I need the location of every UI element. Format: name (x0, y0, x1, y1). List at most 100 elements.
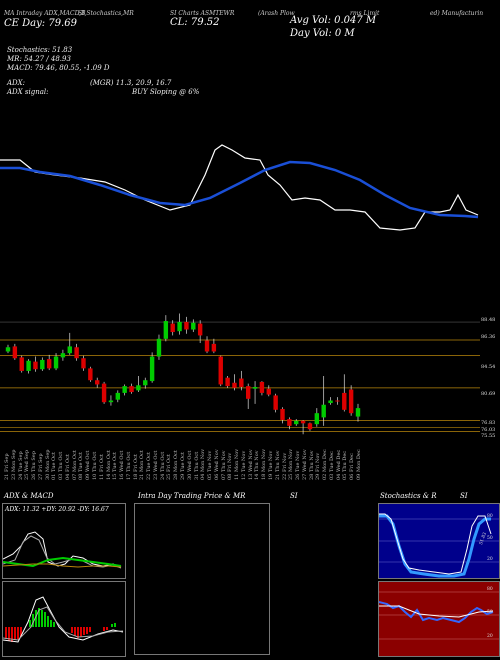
date-label: 22 Fri Nov (281, 452, 288, 480)
candle-body (252, 386, 258, 389)
date-label: 29 Fri Nov (315, 452, 322, 480)
date-label: 28 Mon Oct (173, 450, 180, 480)
date-label: 04 Fri Oct (64, 454, 71, 480)
candle-body (197, 323, 203, 336)
candle-body (156, 338, 162, 357)
date-label: 23 Wed Oct (152, 450, 159, 480)
date-label: 21 Thu Nov (274, 450, 281, 480)
stochastics-value: Stochastics: 51.83 (7, 46, 73, 54)
header-label-4: (Arash Plow (258, 10, 295, 17)
ma-line (0, 160, 479, 219)
date-label: 17 Thu Oct (125, 451, 132, 480)
candle-body (314, 413, 320, 425)
candle-body (149, 356, 155, 382)
price-line (0, 144, 479, 231)
candle-body (259, 381, 265, 393)
header-label-5: rms Limit (350, 10, 380, 17)
date-label: 12 Tue Nov (240, 450, 247, 480)
date-label: 15 Tue Oct (112, 452, 119, 480)
candlestick-chart (0, 313, 480, 435)
date-label: 23 Mon Sep (10, 449, 17, 480)
candle-body (355, 408, 361, 417)
date-label: 31 Thu Oct (193, 451, 200, 480)
level-label-3: 84.54 (481, 364, 496, 370)
candle-body (266, 388, 271, 395)
candle-body (218, 356, 223, 385)
stoch-level-50: 50 (487, 536, 493, 541)
candle-body (204, 340, 210, 352)
rsi-panel: 80 50 20 (378, 581, 500, 657)
candle-body (307, 423, 313, 430)
candle-body (184, 321, 189, 330)
close-day-label: CE Day: 79.69 (4, 18, 77, 29)
date-label: 26 Tue Nov (295, 450, 302, 480)
date-label: 28 Thu Nov (308, 450, 315, 480)
date-label: 25 Mon Nov (288, 448, 295, 480)
rsi-level-80: 80 (487, 587, 493, 592)
mr-value: MR: 54.27 / 48.93 (7, 55, 71, 63)
close-day-prefix: CE Day: (4, 18, 46, 29)
candle-body (53, 356, 59, 369)
stochastics-title: Stochastics & R (380, 492, 437, 500)
date-label: 09 Mon Dec (356, 449, 362, 480)
candle-body (81, 358, 86, 369)
moving-average-chart (0, 144, 479, 231)
date-label: 21 Fri Sep (4, 453, 10, 480)
date-label: 01 Tue Oct (51, 452, 58, 480)
candle-body (348, 389, 354, 414)
date-label: 29 Tue Oct (180, 452, 186, 480)
date-label: 07 Mon Oct (71, 450, 78, 480)
date-label: 18 Fri Oct (132, 454, 139, 480)
candle-body (108, 400, 114, 403)
adx-signal-label: ADX signal: (7, 88, 49, 96)
candle-body (211, 343, 217, 352)
candle-body (33, 361, 38, 370)
candle-body (46, 359, 52, 369)
date-label: 16 Wed Oct (119, 450, 126, 480)
date-label: 24 Tue Sep (17, 451, 24, 480)
adx-label: ADX: (7, 79, 26, 87)
rsi-lines (379, 591, 499, 640)
adx-panel: ADX: 11.32 +DY: 20.92 -DY: 16.67 (2, 503, 126, 579)
intraday-panel (134, 503, 270, 655)
candle-body (95, 380, 100, 385)
candle-body (335, 400, 340, 402)
candle-body (122, 386, 127, 393)
header-label-6: ed) Manufacturin (430, 10, 484, 17)
candle-body (294, 420, 299, 425)
rsi-level-50: 50 (487, 610, 493, 615)
candle-body (239, 378, 244, 387)
candle-body (191, 322, 196, 330)
stoch-level-80: 80 (487, 514, 493, 519)
candle-body (12, 346, 18, 359)
candle-body (163, 321, 169, 339)
date-label: 11 Mon Nov (234, 448, 241, 480)
date-label: 14 Thu Nov (254, 450, 261, 480)
date-label: 21 Mon Oct (139, 450, 146, 480)
date-label: 08 Tue Oct (78, 452, 85, 480)
candle-body (143, 380, 148, 386)
candle-body (5, 347, 11, 352)
date-label: 05 Thu Dec (342, 450, 349, 480)
date-label: 30 Wed Oct (186, 450, 193, 480)
candle-body (232, 382, 237, 388)
level-label-6: 76.03 (481, 427, 496, 433)
candle-body (40, 359, 45, 370)
candle-body (300, 420, 306, 424)
level-label-1: 88.48 (481, 317, 496, 323)
candle-body (67, 346, 72, 354)
candle-body (19, 357, 24, 371)
date-label: 10 Thu Oct (92, 451, 98, 480)
date-label: 02 Mon Dec (322, 449, 329, 480)
date-label: 08 Fri Nov (227, 452, 234, 480)
adx-macd-title: ADX & MACD (4, 492, 54, 500)
header-label-2: SI,Stochastics,MR (78, 10, 134, 17)
macd-panel (2, 581, 126, 657)
date-label: 25 Fri Oct (166, 454, 173, 480)
candle-body (115, 392, 121, 400)
date-label: 05 Tue Nov (207, 450, 214, 480)
stoch-level-20: 20 (487, 557, 493, 562)
candle-body (60, 353, 66, 358)
close-day-value: 79.69 (48, 18, 77, 29)
level-label-2: 86.36 (481, 334, 496, 340)
